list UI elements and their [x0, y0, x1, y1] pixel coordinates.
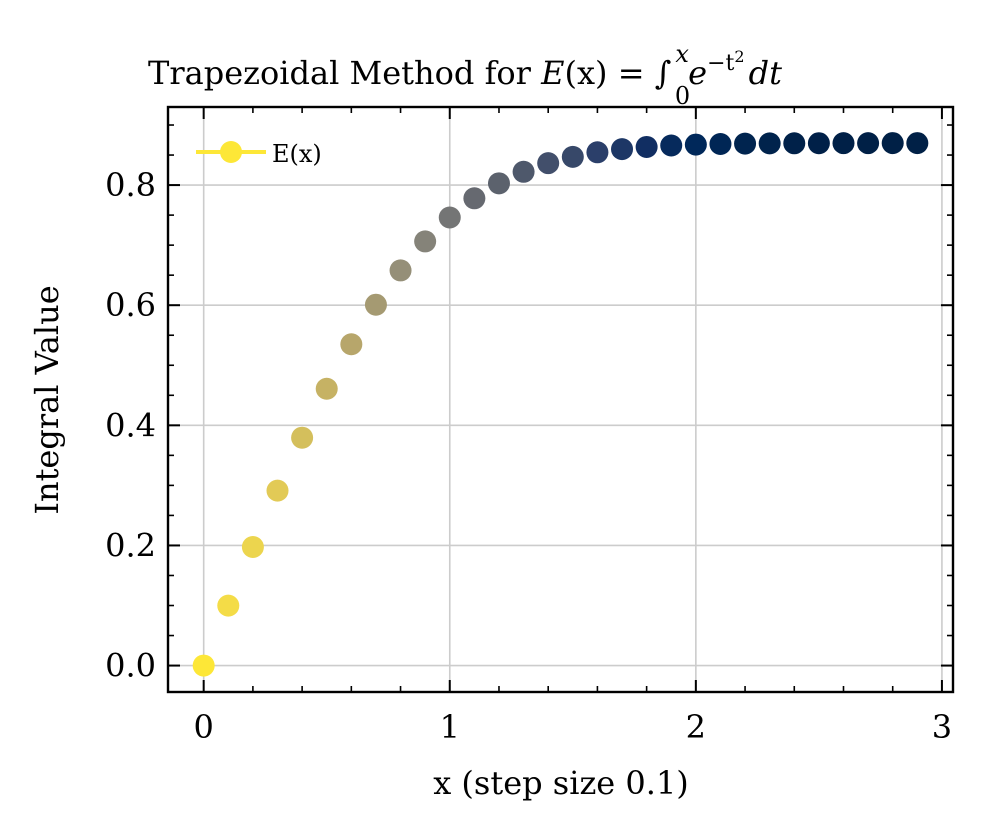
data-point	[217, 594, 240, 617]
ticks	[168, 107, 953, 692]
data-point	[857, 132, 880, 155]
x-tick-label: 1	[440, 708, 460, 746]
data-point	[315, 377, 338, 400]
data-point	[586, 141, 609, 164]
data-point	[192, 654, 215, 677]
legend-marker	[220, 141, 242, 163]
chart-title: Trapezoidal Method for E(x) = ∫ x 0e−t2 dt	[148, 40, 782, 110]
data-point	[512, 160, 535, 183]
legend: E(x)	[196, 140, 322, 168]
data-point	[734, 132, 757, 155]
data-point	[635, 135, 658, 158]
data-point	[561, 145, 584, 168]
data-point	[414, 230, 437, 253]
data-point	[537, 152, 560, 175]
data-point	[906, 132, 929, 155]
data-point	[438, 206, 461, 229]
y-tick-label: 0.4	[105, 406, 156, 444]
data-point	[266, 479, 289, 502]
x-axis-label: x (step size 0.1)	[433, 764, 689, 802]
data-point	[684, 133, 707, 156]
data-point	[241, 536, 264, 559]
data-point	[709, 132, 732, 155]
y-tick-labels: 0.0 0.2 0.4 0.6 0.8	[105, 166, 156, 684]
data-point	[832, 132, 855, 155]
data-point	[758, 132, 781, 155]
data-point	[881, 132, 904, 155]
x-tick-label: 0	[194, 708, 214, 746]
x-tick-labels: 0 1 2 3	[194, 708, 953, 746]
y-tick-label: 0.0	[105, 647, 156, 685]
data-point	[291, 426, 314, 449]
data-point	[660, 134, 683, 157]
y-tick-label: 0.6	[105, 286, 156, 324]
x-tick-label: 3	[932, 708, 952, 746]
y-tick-label: 0.2	[105, 526, 156, 564]
y-tick-label: 0.8	[105, 166, 156, 204]
data-point	[807, 132, 830, 155]
data-point	[340, 333, 363, 356]
y-axis-label: Integral Value	[28, 285, 66, 514]
data-point	[364, 293, 387, 316]
data-point	[783, 132, 806, 155]
data-point	[487, 172, 510, 195]
data-point	[463, 187, 486, 210]
grid	[168, 107, 953, 692]
data-point	[611, 138, 634, 161]
legend-label: E(x)	[272, 140, 322, 168]
plot-frame	[166, 105, 955, 694]
data-point	[389, 259, 412, 282]
data-points	[192, 132, 929, 677]
x-tick-label: 2	[686, 708, 706, 746]
